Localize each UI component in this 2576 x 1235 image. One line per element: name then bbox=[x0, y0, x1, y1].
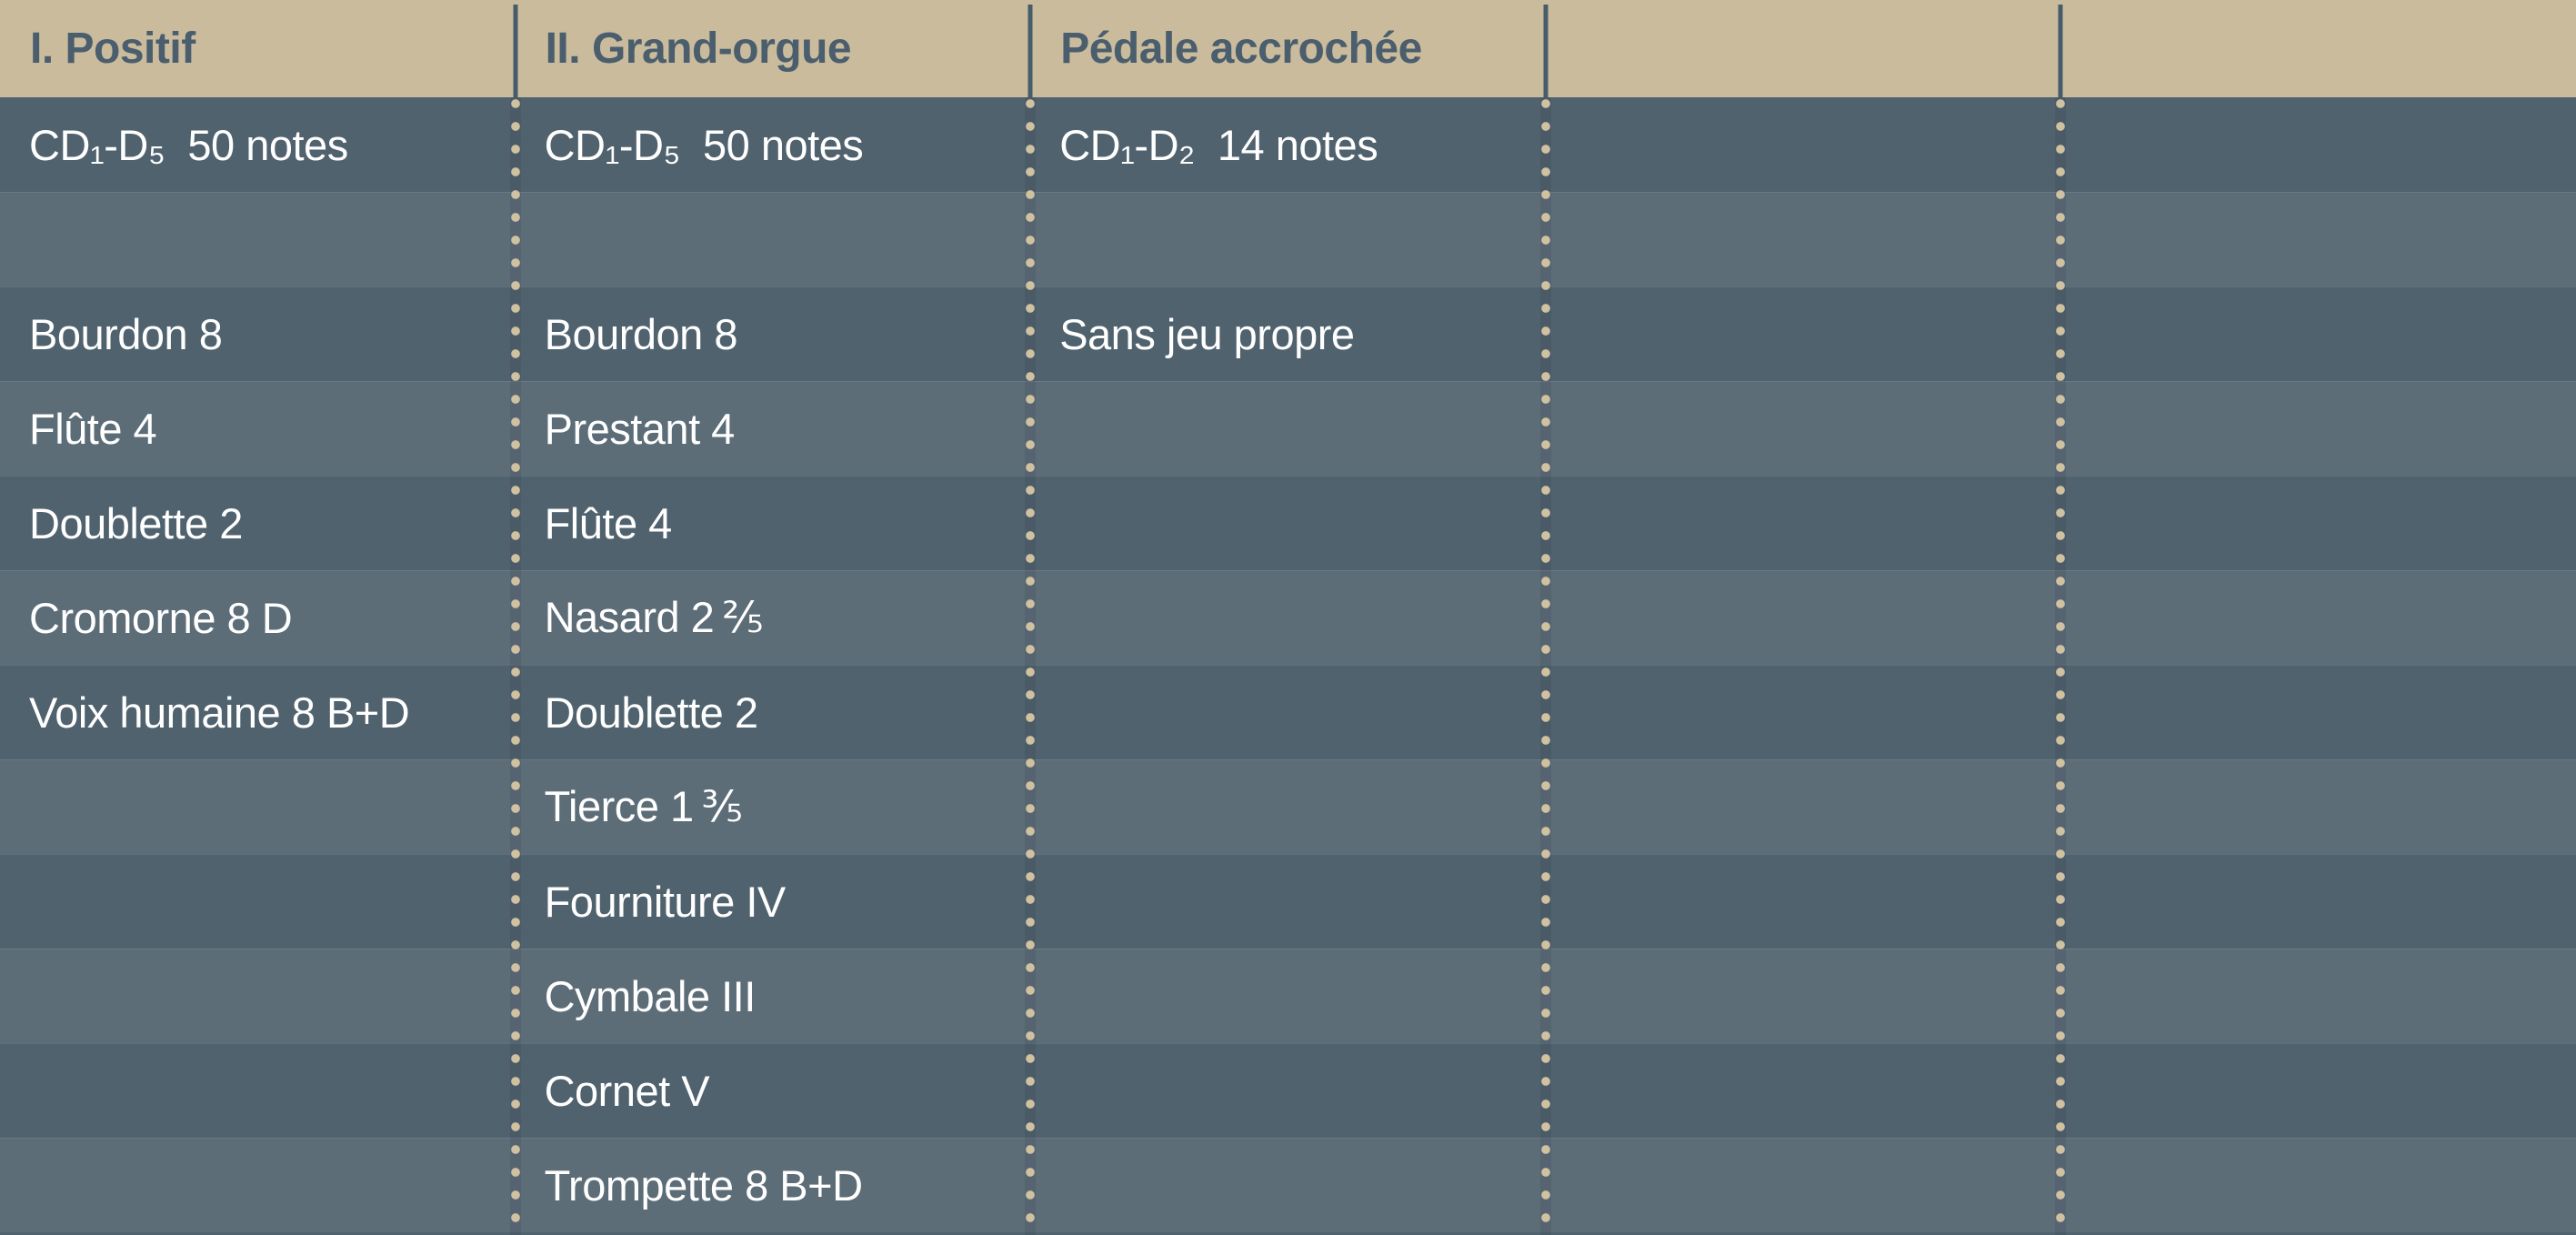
stop-cell bbox=[2060, 476, 2576, 570]
column-header-empty-5 bbox=[2060, 0, 2576, 97]
table-row: Tierce 1 ⅗ bbox=[0, 759, 2576, 854]
stop-cell: Voix humaine 8 B+D bbox=[29, 688, 410, 737]
stop-cell bbox=[2060, 1043, 2576, 1138]
header-column-divider bbox=[2058, 5, 2063, 97]
stop-cell bbox=[0, 1138, 516, 1232]
stop-cell bbox=[516, 192, 1031, 286]
column-header-pedale: Pédale accrochée bbox=[1060, 25, 1422, 73]
dotted-column-divider bbox=[509, 97, 521, 1235]
stop-cell bbox=[1546, 949, 2061, 1043]
stop-cell bbox=[0, 759, 516, 854]
table-row: Fourniture IV bbox=[0, 854, 2576, 949]
header-column-divider bbox=[1027, 5, 1033, 97]
table-header-row: I. Positif II. Grand-orgue Pédale accroc… bbox=[0, 0, 2576, 97]
stop-cell: Doublette 2 bbox=[544, 688, 758, 737]
dotted-column-divider bbox=[1025, 97, 1037, 1235]
table-row-spacer bbox=[0, 192, 2576, 286]
stop-cell: Flûte 4 bbox=[29, 404, 157, 453]
stop-cell bbox=[1030, 381, 1546, 476]
stop-cell bbox=[2060, 97, 2576, 192]
stop-cell bbox=[1546, 570, 2061, 665]
stop-cell bbox=[1030, 949, 1546, 1043]
table-row: Doublette 2 Flûte 4 bbox=[0, 476, 2576, 570]
stop-cell bbox=[1030, 1043, 1546, 1138]
stop-cell bbox=[2060, 854, 2576, 949]
table-row: Cymbale III bbox=[0, 949, 2576, 1043]
stop-cell bbox=[1546, 665, 2061, 759]
stop-cell bbox=[2060, 192, 2576, 286]
column-header-grand-orgue: II. Grand-orgue bbox=[545, 25, 852, 73]
stop-cell: Trompette 8 B+D bbox=[544, 1160, 863, 1210]
column-header-positif: I. Positif bbox=[30, 25, 195, 73]
stop-cell bbox=[0, 949, 516, 1043]
stop-cell bbox=[1546, 854, 2061, 949]
stop-cell bbox=[1546, 1138, 2061, 1232]
stop-cell: Tierce 1 ⅗ bbox=[544, 782, 743, 830]
stop-cell bbox=[1546, 476, 2061, 570]
table-row: Voix humaine 8 B+D Doublette 2 bbox=[0, 665, 2576, 759]
stop-cell bbox=[2060, 570, 2576, 665]
stop-cell: Nasard 2 ⅖ bbox=[544, 593, 764, 641]
table-row: Cromorne 8 D Nasard 2 ⅖ bbox=[0, 570, 2576, 665]
stop-cell bbox=[1030, 665, 1546, 759]
stop-cell: Sans jeu propre bbox=[1059, 309, 1355, 358]
stop-cell: Flûte 4 bbox=[544, 498, 673, 547]
column-header-empty-4 bbox=[1546, 0, 2061, 97]
dotted-column-divider bbox=[1539, 97, 1551, 1235]
stop-cell: Fourniture IV bbox=[544, 877, 787, 926]
stop-cell bbox=[1546, 97, 2061, 192]
stop-cell bbox=[2060, 759, 2576, 854]
table-row: Flûte 4 Prestant 4 bbox=[0, 381, 2576, 476]
stop-cell bbox=[1030, 192, 1546, 286]
header-column-divider bbox=[1543, 5, 1549, 97]
stop-cell bbox=[1030, 854, 1546, 949]
stop-cell bbox=[1030, 570, 1546, 665]
compass-cell-grand-orgue: CD₁-D₅ 50 notes bbox=[544, 120, 864, 169]
compass-cell-pedale: CD₁-D₂ 14 notes bbox=[1059, 120, 1378, 169]
stop-cell: Cromorne 8 D bbox=[29, 593, 293, 642]
stop-cell bbox=[2060, 949, 2576, 1043]
compass-cell-positif: CD₁-D₅ 50 notes bbox=[29, 120, 348, 169]
stop-cell: Bourdon 8 bbox=[544, 309, 738, 358]
table-row-compass: CD₁-D₅ 50 notes CD₁-D₅ 50 notes CD₁-D₂ 1… bbox=[0, 97, 2576, 192]
stop-cell bbox=[1546, 1043, 2061, 1138]
stop-cell bbox=[1546, 192, 2061, 286]
stop-cell bbox=[1030, 1138, 1546, 1232]
header-column-divider bbox=[513, 5, 518, 97]
stop-cell bbox=[2060, 665, 2576, 759]
stop-cell bbox=[2060, 286, 2576, 381]
stop-cell bbox=[0, 192, 516, 286]
stop-cell: Bourdon 8 bbox=[29, 309, 223, 358]
table-row: Cornet V bbox=[0, 1043, 2576, 1138]
table-row: Bourdon 8 Bourdon 8 Sans jeu propre bbox=[0, 286, 2576, 381]
stop-cell bbox=[1030, 759, 1546, 854]
stop-cell bbox=[1546, 286, 2061, 381]
stop-cell bbox=[1546, 381, 2061, 476]
stop-cell: Doublette 2 bbox=[29, 498, 243, 547]
stop-cell: Prestant 4 bbox=[544, 404, 736, 453]
stop-cell bbox=[0, 1043, 516, 1138]
stop-cell bbox=[1030, 476, 1546, 570]
stop-cell: Cymbale III bbox=[544, 971, 757, 1020]
dotted-column-divider bbox=[2055, 97, 2067, 1235]
stop-cell bbox=[0, 854, 516, 949]
stop-cell bbox=[2060, 381, 2576, 476]
stop-cell: Cornet V bbox=[544, 1066, 710, 1115]
table-row: Trompette 8 B+D bbox=[0, 1138, 2576, 1232]
stop-cell bbox=[2060, 1138, 2576, 1232]
stop-cell bbox=[1546, 759, 2061, 854]
